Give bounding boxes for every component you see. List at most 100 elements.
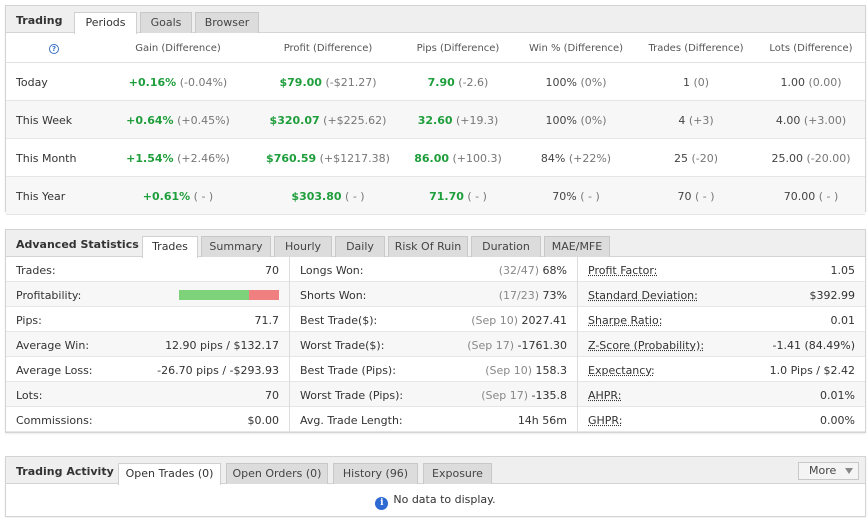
stat-row: Profit Factor: 1.05 — [578, 257, 865, 282]
col-profit: Profit (Difference) — [283, 43, 373, 54]
tab-browser[interactable]: Browser — [195, 12, 259, 33]
cell-gain-difference: (+0.45%) — [177, 114, 230, 127]
col-pips: Pips (Difference) — [416, 43, 500, 54]
trading-activity-header: Trading Activity Open Trades (0) Open Or… — [6, 457, 865, 485]
cell-lots-difference: (+3.00) — [803, 114, 847, 127]
tab-periods[interactable]: Periods — [74, 12, 137, 34]
tab-daily[interactable]: Daily — [335, 236, 385, 257]
tab-summary[interactable]: Summary — [201, 236, 271, 257]
cell-profit-difference: (+$1217.38) — [319, 152, 390, 165]
cell-pips: 7.90 (-2.6) — [378, 76, 538, 89]
cell-profit-difference: (+$225.62) — [323, 114, 387, 127]
tab-mae-mfe[interactable]: MAE/MFE — [544, 236, 610, 257]
stat-value-text: $0.00 — [247, 414, 280, 427]
stat-label[interactable]: Expectancy: — [588, 364, 655, 377]
stat-value-text: 0.01% — [820, 389, 855, 402]
cell-win-value: 84% — [540, 152, 566, 165]
cell-trades-difference: (0) — [693, 76, 710, 89]
stat-row: Best Trade (Pips): (Sep 10) 158.3 — [290, 357, 577, 382]
tab-exposure[interactable]: Exposure — [423, 463, 492, 484]
period-label: This Month — [16, 152, 77, 165]
advanced-statistics-panel: Advanced Statistics Trades Summary Hourl… — [5, 229, 866, 433]
cell-lots-difference: (0.00) — [808, 76, 842, 89]
stat-value-text: 71.7 — [254, 314, 280, 327]
stat-row: Avg. Trade Length: 14h 56m — [290, 407, 577, 432]
cell-gain-value: +1.54% — [126, 152, 174, 165]
stat-value: 0.01% — [820, 389, 855, 402]
cell-trades: 25 (-20) — [616, 152, 776, 165]
tab-history[interactable]: History (96) — [333, 463, 418, 484]
cell-profit-difference: (-$21.27) — [325, 76, 377, 89]
cell-win-difference: (+22%) — [568, 152, 612, 165]
stat-value: (Sep 17) -1761.30 — [467, 339, 567, 352]
stat-row: Commissions: $0.00 — [6, 407, 289, 432]
period-label: This Year — [16, 190, 66, 203]
advanced-statistics-title: Advanced Statistics — [16, 238, 139, 251]
tab-hourly[interactable]: Hourly — [274, 236, 332, 257]
cell-gain-difference: (+2.46%) — [177, 152, 230, 165]
stat-label: Worst Trade (Pips): — [300, 389, 404, 402]
more-button[interactable]: More — [798, 462, 859, 480]
cell-pips: 71.70 ( - ) — [378, 190, 538, 203]
stat-value-text: 14h 56m — [517, 414, 567, 427]
cell-trades-difference: (+3) — [688, 114, 714, 127]
table-row: This Month +1.54% (+2.46%) $760.59 (+$1217… — [6, 139, 865, 177]
tab-duration[interactable]: Duration — [471, 236, 541, 257]
col-lots: Lots (Difference) — [769, 43, 853, 54]
cell-pips: 86.00 (+100.3) — [378, 152, 538, 165]
stat-date: (Sep 10) — [485, 364, 532, 377]
stat-date: (17/23) — [498, 289, 540, 302]
trading-activity-title: Trading Activity — [16, 465, 114, 478]
tab-risk-of-ruin[interactable]: Risk Of Ruin — [388, 236, 468, 257]
stat-label: Commissions: — [16, 414, 93, 427]
stat-date: (Sep 17) — [467, 339, 515, 352]
stat-label[interactable]: Profit Factor: — [588, 264, 658, 277]
stat-label: Average Loss: — [16, 364, 93, 377]
cell-pips-difference: (-2.6) — [458, 76, 489, 89]
cell-lots-value: 4.00 — [775, 114, 801, 127]
cell-trades: 70 ( - ) — [616, 190, 776, 203]
stat-label[interactable]: AHPR: — [588, 389, 622, 402]
cell-profit-value: $303.80 — [291, 190, 342, 203]
stat-label: Best Trade (Pips): — [300, 364, 396, 377]
cell-win: 84% (+22%) — [496, 152, 656, 165]
table-row: Today +0.16% (-0.04%) $79.00 (-$21.27) 7.90… — [6, 63, 865, 101]
stat-label[interactable]: GHPR: — [588, 414, 623, 427]
tab-trades[interactable]: Trades — [142, 236, 198, 258]
col-gain: Gain (Difference) — [135, 43, 221, 54]
stat-row: Pips: 71.7 — [6, 307, 289, 332]
cell-pips-difference: ( - ) — [467, 190, 487, 203]
stat-value: 0.01 — [831, 314, 856, 327]
cell-gain: +1.54% (+2.46%) — [98, 152, 258, 165]
stat-value-text: 158.3 — [535, 364, 568, 377]
cell-trades: 1 (0) — [616, 76, 776, 89]
cell-win: 100% (0%) — [496, 114, 656, 127]
cell-gain: +0.16% (-0.04%) — [98, 76, 258, 89]
trading-table-header: ? Gain (Difference) Profit (Difference) … — [6, 33, 865, 63]
question-icon[interactable]: ? — [49, 44, 59, 54]
stat-label[interactable]: Z-Score (Probability): — [588, 339, 705, 352]
cell-trades-difference: (-20) — [691, 152, 719, 165]
stat-value-text: 68% — [542, 264, 567, 277]
period-label: This Week — [16, 114, 73, 127]
more-label: More — [809, 464, 837, 477]
cell-gain-difference: (-0.04%) — [179, 76, 228, 89]
stat-label[interactable]: Standard Deviation: — [588, 289, 698, 302]
tab-open-orders[interactable]: Open Orders (0) — [226, 463, 328, 484]
stat-label[interactable]: Sharpe Ratio: — [588, 314, 663, 327]
tab-goals[interactable]: Goals — [140, 12, 192, 33]
stat-value-text: 1.05 — [830, 264, 856, 277]
cell-pips: 32.60 (+19.3) — [378, 114, 538, 127]
cell-win-value: 70% — [552, 190, 577, 203]
stat-value-text: -135.8 — [531, 389, 567, 402]
stat-row: Shorts Won: (17/23) 73% — [290, 282, 577, 307]
stat-value: (Sep 10) 2027.41 — [471, 314, 567, 327]
tab-open-trades[interactable]: Open Trades (0) — [118, 463, 221, 485]
cell-trades-value: 25 — [673, 152, 688, 165]
stat-value-text: -1.41 (84.49%) — [772, 339, 855, 352]
profitability-loss-segment — [249, 290, 279, 300]
trading-panel-header: Trading Periods Goals Browser — [6, 6, 865, 34]
cell-lots: 70.00 ( - ) — [731, 190, 868, 203]
stat-value: (Sep 10) 158.3 — [485, 364, 567, 377]
cell-win-difference: (0%) — [580, 114, 607, 127]
